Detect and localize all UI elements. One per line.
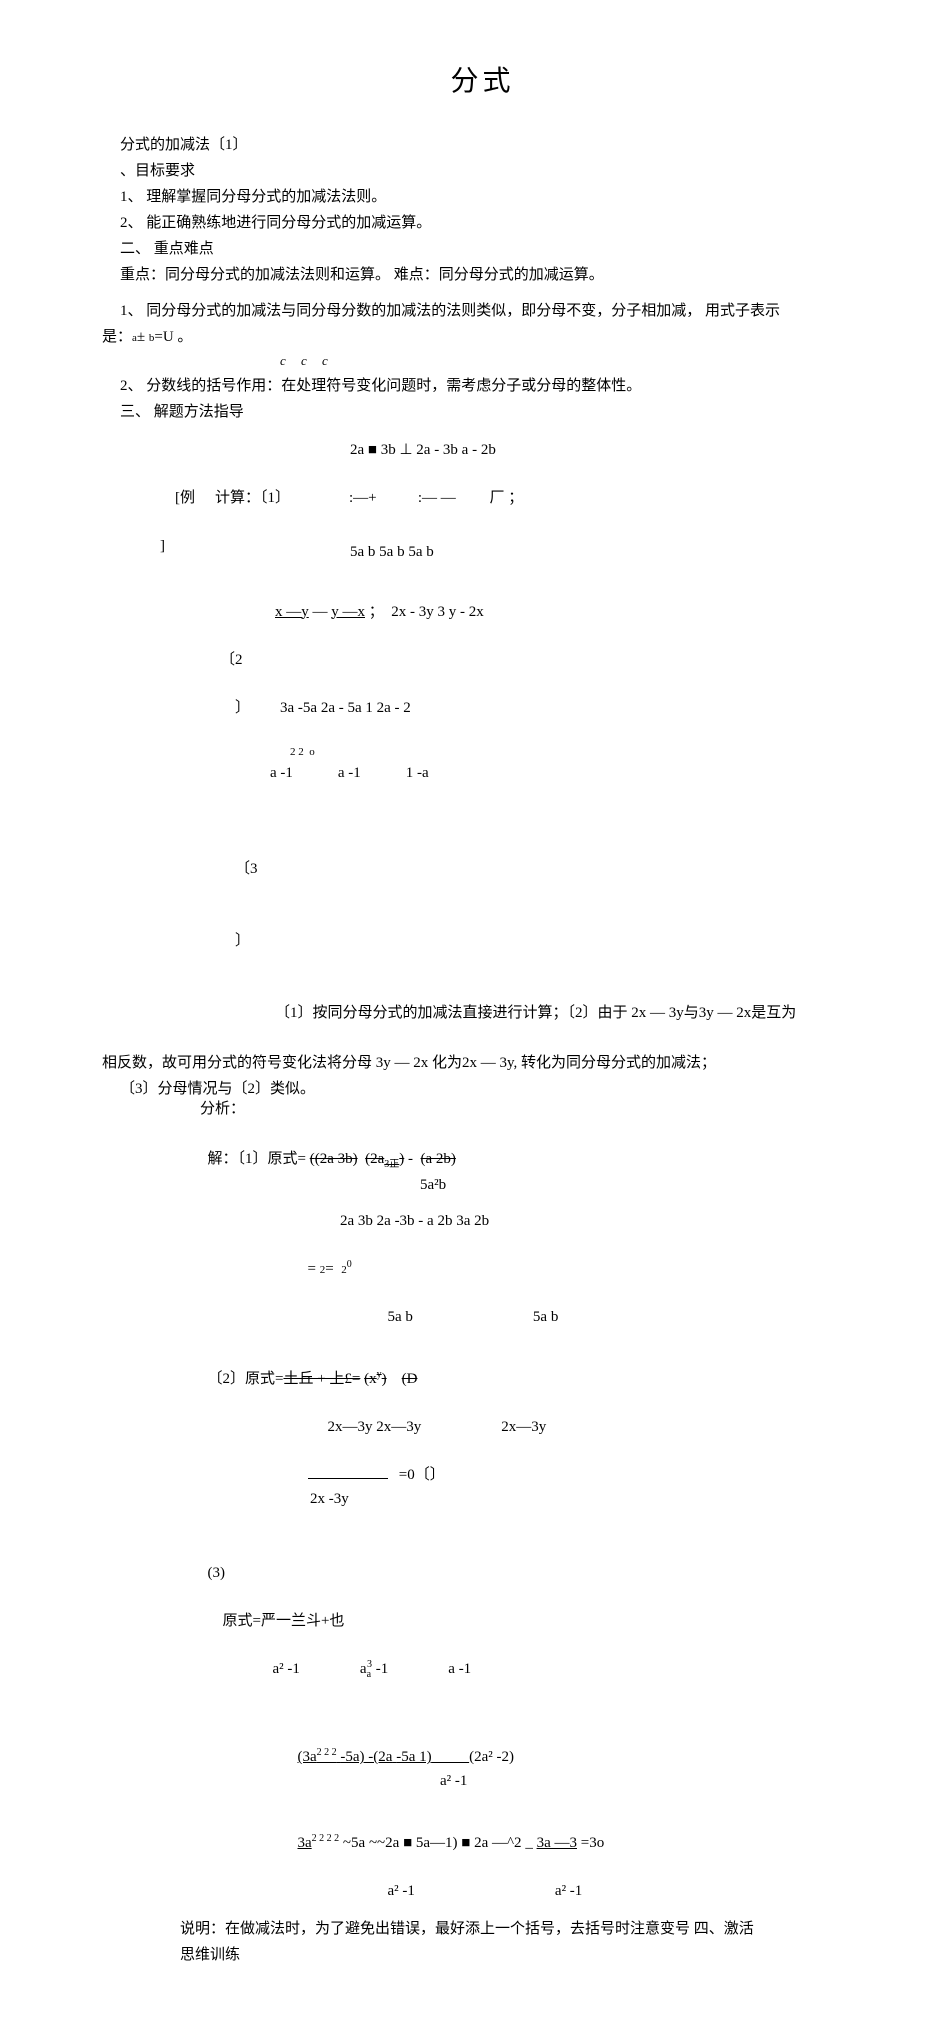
sol3-den1: a² -1 <box>273 1661 300 1677</box>
sol3-row2-den: a² -1 <box>440 1769 845 1793</box>
sol3-den2c: -1 <box>376 1661 389 1677</box>
sol1-row2-eq: = 2= 20 <box>300 1233 845 1281</box>
sol1-lead: 解：〔1〕原式= <box>208 1151 306 1167</box>
sol3-top: 严一兰斗+也 <box>261 1613 344 1629</box>
page-title: 分式 <box>120 60 845 105</box>
note-line-2: 思维训练 <box>180 1943 845 1967</box>
sol2-c: (D <box>402 1371 418 1387</box>
marker-3-row: 〔3 〕 〔1〕按同分母分式的加减法直接进行计算；〔2〕由于 2x — 3y与3… <box>220 785 845 1049</box>
goal-1: 1、 理解掌握同分母分式的加减法法则。 <box>120 185 845 209</box>
example-calc-label: 计算：〔1〕 <box>215 486 325 510</box>
sol3-l2b: (2a² -2) <box>469 1749 514 1765</box>
sol3-row2: (3a2 2 2 -5a) -(2a -5a 1) (2a² -2) <box>290 1721 845 1769</box>
goal-heading: 、目标要求 <box>120 159 845 183</box>
sol1-row1: 解：〔1〕原式= ((2a 3b) (2a3正) - (a 2b) <box>200 1123 845 1173</box>
sol3-l3-den2: a² -1 <box>555 1883 582 1899</box>
sol3-l3a: 3a <box>298 1835 312 1851</box>
ex2-rest: ； 2x - 3y 3 y - 2x <box>369 604 484 620</box>
marker-3-close: 〕 <box>235 929 258 953</box>
sol1-eq2: = <box>325 1261 337 1277</box>
sol3-l3-sup: 2 2 2 2 <box>312 1833 340 1844</box>
ex1-numerator: 2a ■ 3b ⊥ 2a - 3b a - 2b <box>350 438 845 462</box>
formula-line: 是：a± b=U 。 <box>102 325 845 349</box>
analysis-1: 〔1〕按同分母分式的加减法直接进行计算；〔2〕由于 2x — 3y与3y — 2… <box>275 1001 796 1025</box>
sol1-term2b: 3正 <box>384 1159 399 1170</box>
sol1-row2-top: 2a 3b 2a -3b - a 2b 3a 2b <box>340 1209 845 1233</box>
sol1-term2a: (2a <box>365 1151 384 1167</box>
ex3-sup: 2 2 o <box>290 744 845 762</box>
sol3-den2a: a <box>360 1661 367 1677</box>
ex3-numerator: 3a -5a 2a - 5a 1 2a - 2 <box>280 700 411 716</box>
formula-pm: ± <box>137 329 145 345</box>
ex2-frac2: y —x <box>331 604 365 620</box>
sol3-marker: (3) <box>208 1561 248 1585</box>
sol1-row2-den: 5a b 5a b <box>380 1281 845 1329</box>
ex2-row: x —y — y —x ； 2x - 3y 3 y - 2x <box>260 576 845 648</box>
opposite-text: 相反数，故可用分式的符号变化法将分母 3y — 2x 化为2x — 3y, 转化… <box>102 1051 845 1075</box>
sol3-l2-num: (3a2 2 2 -5a) -(2a -5a 1) <box>298 1749 470 1765</box>
ex1-ops: :—+ :— — 厂 ； <box>349 490 523 506</box>
example-bracket-open: [例 <box>175 486 215 510</box>
marker-3-open: 〔3 <box>235 857 258 881</box>
sol2-lead: 〔2〕原式= <box>208 1371 284 1387</box>
sol3-l3-den1: a² -1 <box>388 1883 415 1899</box>
sol3-row3-den: a² -1 a² -1 <box>380 1855 845 1903</box>
ex1-denominator: 5a b 5a b 5a b <box>350 540 845 564</box>
example-block: 2a ■ 3b ⊥ 2a - 3b a - 2b [例计算：〔1〕 :—+ :— … <box>120 438 845 1050</box>
sol3-den3: a -1 <box>448 1661 471 1677</box>
sol2-b1: (x <box>364 1371 377 1387</box>
sol2-last-den: 2x -3y <box>310 1487 845 1511</box>
sol3-l3-eq: =3o <box>581 1835 604 1851</box>
sol3-den2b: a <box>367 1669 371 1680</box>
sol2-b2: ) <box>382 1371 387 1387</box>
subtitle: 分式的加减法〔1〕 <box>120 133 845 157</box>
sol2-zero: =0〔〕 <box>399 1467 445 1483</box>
sol2-a: 土丘 + 上£= <box>283 1371 360 1387</box>
sol1-term3: (a 2b) <box>421 1151 456 1167</box>
sol1-eq1: = <box>308 1261 320 1277</box>
sol2-den-a: 2x—3y 2x—3y <box>328 1419 422 1435</box>
sol3-l3b: ~5a ~~2a ■ 5a—1) ■ 2a —^2 <box>343 1835 522 1851</box>
sol1-den-b: 5a b <box>533 1309 558 1325</box>
ex3-denominator: a -1 a -1 1 -a <box>270 761 845 785</box>
sol2-row1: 〔2〕原式=土丘 + 上£= (xy) (D <box>200 1343 845 1391</box>
sol2-den-b: 2x—3y <box>501 1419 546 1435</box>
rule-2-text: 2、 分数线的括号作用：在处理符号变化问题时，需考虑分子或分母的整体性。 <box>120 374 845 398</box>
sol1-term1: ((2a 3b) <box>310 1151 358 1167</box>
marker-2-open: 〔2 <box>220 648 845 672</box>
sol3-row3: 3a2 2 2 2 ~5a ~~2a ■ 5a—1) ■ 2a —^2 _ 3a… <box>290 1807 845 1855</box>
sol1-term2c: ) <box>399 1151 404 1167</box>
sol3-l3c: 3a —3 <box>537 1835 577 1851</box>
ex1-main-row: [例计算：〔1〕 :—+ :— — 厂 ； <box>120 462 845 534</box>
section-2-heading: 二、 重点难点 <box>120 237 845 261</box>
sol2-den-row: 2x—3y 2x—3y 2x—3y <box>320 1391 845 1439</box>
sol2-zero-row: =0〔〕 <box>300 1439 845 1487</box>
keypoint-text: 重点：同分母分式的加减法法则和运算。 难点：同分母分式的加减运算。 <box>120 263 845 287</box>
note-line-1: 说明：在做减法时，为了避免出错误，最好添上一个括号，去括号时注意变号 四、激活 <box>180 1917 845 1941</box>
goal-2: 2、 能正确熟练地进行同分母分式的加减运算。 <box>120 211 845 235</box>
sol1-den: 5a²b <box>420 1173 845 1197</box>
marker-2-close-row: 〕 3a -5a 2a - 5a 1 2a - 2 <box>220 672 845 744</box>
ex2-frac1: x —y <box>275 604 309 620</box>
sol1-sup0: 0 <box>347 1259 352 1270</box>
formula-ccc: c c c <box>280 351 845 372</box>
section-3-heading: 三、 解题方法指导 <box>120 400 845 424</box>
formula-prefix: 是： <box>102 329 132 345</box>
sol1-den-a: 5a b <box>388 1309 413 1325</box>
sol3-row1: (3) 原式=严一兰斗+也 a² -1aa3 -1a -1 <box>200 1525 845 1707</box>
formula-eq: =U 。 <box>154 329 192 345</box>
sol3-lead: 原式= <box>223 1613 261 1629</box>
rule-1-text: 1、 同分母分式的加减法与同分母分数的加减法的法则类似，即分母不变，分子相加减，… <box>120 299 845 323</box>
marker-2-close: 〕 <box>235 700 250 716</box>
